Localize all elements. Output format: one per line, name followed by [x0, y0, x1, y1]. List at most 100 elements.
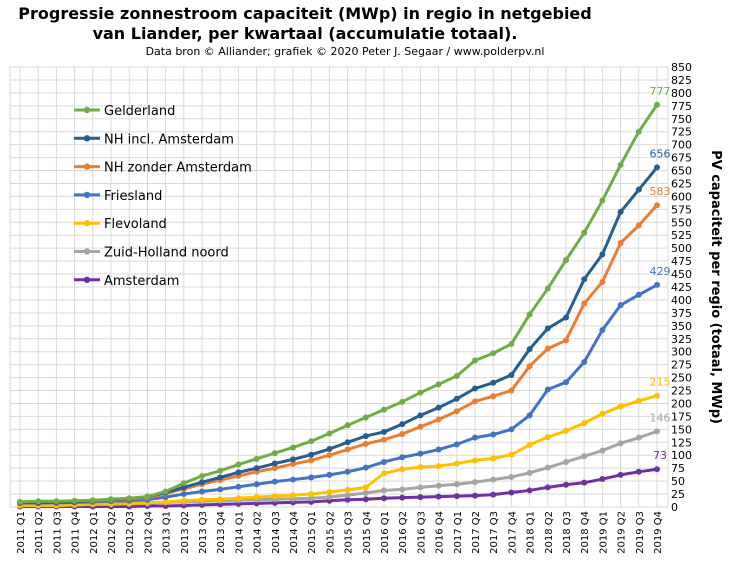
data-point — [162, 488, 169, 495]
x-tick-label: 2017 Q2 — [471, 511, 482, 554]
data-point — [654, 466, 660, 473]
data-point — [235, 461, 242, 468]
y-tick-label: 750 — [671, 113, 692, 126]
x-tick-label: 2013 Q3 — [198, 511, 209, 554]
legend-swatch-marker — [83, 276, 91, 283]
data-point — [362, 490, 369, 497]
x-tick-label: 2016 Q1 — [380, 511, 391, 554]
data-point — [180, 491, 187, 498]
y-tick-label: 675 — [671, 152, 692, 165]
legend-item: Zuid-Holland noord — [74, 246, 229, 261]
end-value-label: 73 — [653, 449, 667, 462]
end-value-label: 777 — [650, 85, 671, 98]
data-point — [290, 456, 296, 463]
data-point — [362, 414, 369, 421]
data-point — [581, 420, 588, 427]
data-point — [362, 440, 369, 447]
data-point — [635, 291, 642, 298]
y-tick-label: 800 — [671, 87, 692, 100]
y-tick-label: 175 — [671, 410, 692, 423]
data-point — [563, 379, 569, 386]
y-tick-label: 375 — [671, 307, 692, 320]
data-point — [399, 398, 406, 405]
x-tick-label: 2016 Q4 — [435, 511, 446, 554]
data-point — [581, 479, 588, 486]
data-point — [344, 486, 351, 493]
data-point — [290, 492, 296, 499]
x-tick-label: 2014 Q4 — [289, 511, 300, 554]
data-point — [435, 416, 442, 423]
y-tick-label: 275 — [671, 359, 692, 372]
data-point — [563, 257, 569, 264]
data-point — [435, 463, 442, 470]
data-point — [308, 457, 315, 464]
data-point — [526, 311, 533, 318]
data-point — [217, 486, 224, 493]
data-point — [399, 494, 406, 501]
y-tick-label: 600 — [671, 190, 692, 203]
data-point — [271, 460, 278, 467]
data-point — [381, 458, 387, 465]
data-point — [453, 493, 460, 500]
data-point — [581, 229, 588, 236]
data-point — [381, 487, 387, 494]
data-point — [472, 385, 478, 392]
data-point — [508, 426, 515, 433]
x-tick-label: 2011 Q1 — [16, 511, 27, 554]
x-tick-label: 2015 Q1 — [307, 511, 318, 554]
x-tick-label: 2012 Q1 — [89, 511, 100, 554]
y-tick-label: 250 — [671, 372, 692, 385]
data-point — [399, 454, 406, 461]
x-tick-label: 2017 Q4 — [507, 511, 518, 554]
data-point — [635, 434, 642, 441]
data-point — [417, 494, 424, 501]
y-tick-label: 500 — [671, 242, 692, 255]
data-point — [563, 314, 569, 321]
data-point — [599, 197, 606, 204]
data-point — [599, 447, 606, 454]
data-point — [654, 202, 660, 209]
data-point — [381, 436, 387, 443]
data-point — [472, 357, 478, 364]
data-point — [144, 493, 151, 500]
y-tick-label: 725 — [671, 126, 692, 139]
x-tick-label: 2012 Q4 — [143, 511, 154, 554]
data-point — [235, 495, 242, 502]
data-point — [435, 446, 442, 453]
data-point — [308, 495, 315, 502]
data-point — [508, 372, 515, 378]
y-tick-label: 825 — [671, 74, 692, 87]
data-point — [526, 412, 533, 419]
x-tick-label: 2014 Q2 — [253, 511, 264, 554]
x-tick-label: 2012 Q2 — [107, 511, 118, 554]
data-point — [617, 240, 624, 246]
y-tick-label: 200 — [671, 397, 692, 410]
data-point — [399, 486, 406, 493]
data-point — [453, 373, 460, 380]
y-axis-label: PV capaciteit per regio (totaal, MWp) — [708, 150, 723, 424]
x-tick-label: 2013 Q4 — [216, 511, 227, 554]
data-point — [435, 493, 442, 500]
x-tick-label: 2017 Q1 — [453, 511, 464, 554]
data-point — [381, 470, 387, 477]
x-tick-label: 2015 Q4 — [362, 511, 373, 554]
data-point — [490, 379, 497, 386]
y-tick-label: 0 — [671, 501, 678, 514]
x-tick-label: 2019 Q3 — [635, 511, 646, 554]
y-tick-label: 25 — [671, 488, 685, 501]
legend-label: Amsterdam — [104, 274, 179, 289]
data-point — [180, 480, 187, 487]
data-point — [617, 471, 624, 478]
data-point — [490, 431, 497, 438]
data-point — [508, 451, 515, 458]
data-point — [344, 496, 351, 503]
legend-swatch-marker — [83, 248, 91, 255]
data-point — [417, 484, 424, 491]
y-tick-label: 425 — [671, 281, 692, 294]
data-point — [417, 450, 424, 457]
data-point — [362, 464, 369, 471]
data-point — [490, 455, 497, 462]
y-tick-label: 100 — [671, 449, 692, 462]
data-point — [599, 278, 606, 285]
data-point — [435, 482, 442, 489]
